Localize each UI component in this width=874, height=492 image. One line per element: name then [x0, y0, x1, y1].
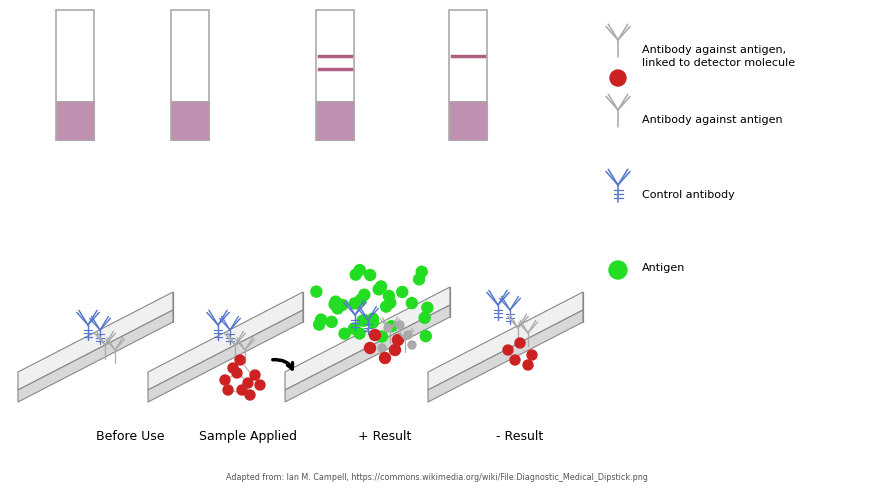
Circle shape [408, 341, 416, 349]
Circle shape [413, 274, 425, 285]
Circle shape [332, 303, 343, 314]
Circle shape [245, 390, 255, 400]
Circle shape [339, 328, 350, 339]
Circle shape [384, 324, 392, 332]
Circle shape [350, 269, 361, 280]
Circle shape [354, 265, 365, 276]
Circle shape [326, 316, 337, 327]
Polygon shape [148, 310, 303, 402]
Polygon shape [285, 287, 450, 390]
Circle shape [373, 284, 385, 295]
Bar [171, 10, 209, 140]
Circle shape [416, 266, 427, 277]
Bar [316, 10, 354, 140]
Circle shape [364, 270, 376, 280]
Bar [449, 10, 487, 140]
Text: linked to detector molecule: linked to detector molecule [642, 58, 795, 68]
Bar [56, 10, 94, 140]
Text: Control antibody: Control antibody [642, 190, 735, 200]
Circle shape [420, 331, 431, 341]
Circle shape [397, 286, 408, 298]
Circle shape [523, 360, 533, 370]
Circle shape [228, 363, 238, 373]
Text: Antibody against antigen: Antibody against antigen [642, 115, 782, 125]
Text: Sample Applied: Sample Applied [199, 430, 297, 443]
Text: + Result: + Result [358, 430, 412, 443]
Circle shape [359, 315, 371, 326]
Circle shape [336, 300, 348, 310]
Circle shape [386, 321, 397, 332]
Circle shape [503, 345, 513, 355]
Circle shape [316, 314, 327, 325]
Circle shape [354, 328, 365, 339]
Text: - Result: - Result [496, 430, 544, 443]
Circle shape [330, 296, 341, 307]
Text: Antibody against antigen,: Antibody against antigen, [642, 45, 786, 55]
Text: Adapted from: Ian M. Campell, https://commons.wikimedia.org/wiki/File:Diagnostic: Adapted from: Ian M. Campell, https://co… [226, 473, 648, 482]
Circle shape [311, 286, 322, 297]
Circle shape [420, 312, 430, 323]
Circle shape [364, 342, 376, 353]
Text: Before Use: Before Use [96, 430, 164, 443]
Circle shape [350, 298, 360, 309]
Circle shape [232, 368, 242, 378]
Circle shape [314, 319, 324, 330]
Circle shape [384, 290, 394, 302]
Circle shape [609, 261, 627, 279]
Polygon shape [285, 305, 450, 402]
Circle shape [357, 315, 368, 326]
Circle shape [250, 370, 260, 380]
Circle shape [329, 299, 340, 310]
Circle shape [349, 323, 359, 334]
Circle shape [243, 378, 253, 388]
Polygon shape [148, 292, 303, 390]
Circle shape [390, 344, 400, 356]
Circle shape [367, 317, 378, 328]
Circle shape [255, 380, 265, 390]
Circle shape [223, 385, 233, 395]
Text: Antigen: Antigen [642, 263, 685, 273]
Bar [316, 101, 354, 140]
Circle shape [404, 331, 412, 339]
Polygon shape [18, 310, 173, 402]
Circle shape [220, 375, 230, 385]
Circle shape [396, 321, 404, 329]
Circle shape [527, 350, 537, 360]
Circle shape [377, 331, 387, 342]
Circle shape [235, 355, 245, 365]
Circle shape [515, 338, 525, 348]
Polygon shape [428, 292, 583, 390]
Circle shape [422, 302, 433, 313]
Circle shape [359, 289, 370, 300]
Circle shape [510, 355, 520, 365]
Circle shape [385, 297, 396, 308]
Bar [171, 101, 209, 140]
Circle shape [392, 335, 404, 345]
Polygon shape [428, 310, 583, 402]
Circle shape [380, 301, 392, 312]
Circle shape [376, 281, 386, 292]
Circle shape [378, 344, 386, 352]
Bar [449, 101, 487, 140]
Circle shape [406, 298, 417, 308]
Circle shape [237, 385, 247, 395]
Circle shape [355, 294, 366, 306]
Circle shape [379, 352, 391, 364]
Circle shape [367, 313, 378, 324]
Circle shape [370, 330, 380, 340]
Circle shape [610, 70, 626, 86]
Bar [56, 101, 94, 140]
Polygon shape [18, 292, 173, 390]
